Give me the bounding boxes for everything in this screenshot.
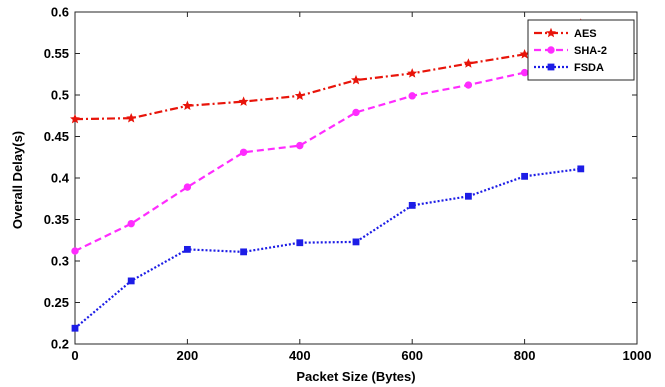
data-point-fsda <box>577 165 585 173</box>
y-tick-label: 0.2 <box>51 337 69 352</box>
y-tick-label: 0.3 <box>51 254 69 269</box>
y-tick-label: 0.35 <box>44 212 69 227</box>
series-line-sha-2 <box>74 45 582 252</box>
data-point-fsda <box>183 245 191 253</box>
y-tick-label: 0.4 <box>51 171 70 186</box>
data-point-fsda <box>521 172 528 180</box>
x-tick-label: 1000 <box>623 348 652 363</box>
series-fsda <box>71 165 585 332</box>
legend-label-aes: AES <box>574 28 597 40</box>
data-point-fsda <box>240 248 248 256</box>
data-point-fsda <box>71 324 79 332</box>
series-line-fsda <box>74 167 581 330</box>
legend-label-fsda: FSDA <box>574 62 604 74</box>
y-tick-label: 0.6 <box>51 5 69 20</box>
data-point-aes <box>407 68 418 78</box>
data-point-sha-2 <box>239 148 248 156</box>
series-sha-2 <box>71 43 585 255</box>
x-tick-label: 600 <box>401 348 423 363</box>
y-axis-title: Overall Delay(s) <box>10 131 25 229</box>
data-point-sha-2 <box>520 68 529 77</box>
data-point-aes <box>463 58 474 68</box>
legend-item-aes: AES <box>534 27 597 40</box>
data-point-aes <box>238 96 249 106</box>
data-point-fsda <box>296 239 304 247</box>
x-tick-label: 400 <box>289 348 311 363</box>
data-point-fsda <box>352 238 360 246</box>
legend-item-sha-2: SHA-2 <box>534 45 607 57</box>
data-point-fsda <box>464 192 472 200</box>
x-tick-label: 0 <box>71 348 78 363</box>
data-point-sha-2 <box>352 108 360 117</box>
data-point-sha-2 <box>183 183 192 191</box>
data-point-sha-2 <box>296 141 304 150</box>
data-point-sha-2 <box>408 92 416 100</box>
data-point-aes <box>182 100 193 111</box>
legend-marker-aes <box>546 27 556 38</box>
data-point-aes <box>294 90 305 101</box>
legend-item-fsda: FSDA <box>534 62 604 74</box>
y-tick-label: 0.55 <box>44 46 69 61</box>
data-point-fsda <box>408 201 416 209</box>
data-point-fsda <box>127 277 135 285</box>
data-point-sha-2 <box>127 219 135 228</box>
legend-marker-fsda <box>547 63 555 71</box>
data-point-sha-2 <box>464 81 473 89</box>
legend-label-sha-2: SHA-2 <box>574 45 607 57</box>
y-tick-label: 0.5 <box>51 88 69 103</box>
legend-marker-sha-2 <box>547 46 555 54</box>
data-point-aes <box>70 113 80 124</box>
y-tick-label: 0.45 <box>44 129 69 144</box>
data-point-aes <box>351 74 361 85</box>
legend: AES SHA-2 FSDA <box>527 19 635 81</box>
data-point-aes <box>126 112 137 123</box>
series-aes <box>70 18 586 124</box>
series-line-aes <box>74 22 582 121</box>
x-axis-title: Packet Size (Bytes) <box>296 369 415 384</box>
x-tick-label: 800 <box>514 348 536 363</box>
y-tick-label: 0.25 <box>44 295 69 310</box>
x-tick-label: 200 <box>177 348 199 363</box>
data-point-sha-2 <box>71 247 79 255</box>
